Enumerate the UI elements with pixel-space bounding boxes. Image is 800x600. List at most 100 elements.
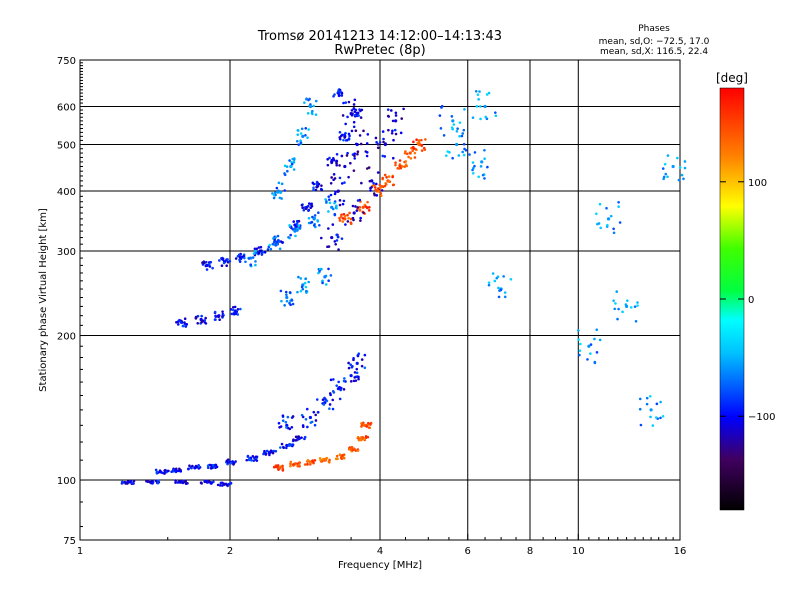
data-point [648,394,652,398]
data-point [458,121,462,124]
data-point [502,275,505,278]
data-point [494,111,497,114]
data-point [638,407,642,411]
data-point [327,210,330,213]
data-point [347,137,351,140]
data-point [290,425,294,429]
data-point [196,321,200,325]
data-point [216,483,220,487]
data-point [342,456,346,460]
data-point [285,443,289,448]
data-point [331,398,335,402]
data-point [662,177,665,181]
data-point [307,216,311,220]
data-point [291,415,295,418]
data-point [461,132,465,135]
data-point [649,415,652,419]
data-point [289,460,293,464]
data-point [245,458,249,462]
data-point [179,321,183,324]
data-point [333,192,337,196]
data-point [288,159,291,162]
data-point [197,465,201,468]
data-point [366,133,370,136]
data-point [350,129,354,133]
data-point [259,245,263,249]
data-point [288,427,292,431]
data-point [232,312,236,316]
data-point [338,219,342,222]
data-point [351,448,355,452]
data-point [306,459,310,462]
data-point [263,250,267,254]
data-point [211,463,215,467]
data-point [312,186,315,190]
data-point [352,218,355,222]
data-point [163,472,166,475]
data-point [301,424,305,427]
data-point [341,114,345,117]
data-point [606,223,609,227]
data-point [285,165,289,168]
data-point [481,173,485,177]
data-point [335,233,339,237]
data-point [438,114,442,117]
data-point [337,89,340,93]
data-point [312,224,316,227]
data-point [254,249,257,253]
data-point [377,190,381,193]
data-point [398,164,401,168]
data-point [353,113,357,117]
data-point [616,317,619,321]
data-point [649,408,653,412]
data-point [236,313,240,316]
data-point [204,322,208,325]
data-point [413,151,417,155]
data-point [252,252,256,255]
data-point [247,458,251,462]
data-point [347,366,351,370]
data-point [451,119,455,123]
data-point [300,413,304,417]
data-point [450,126,454,129]
data-point [680,173,684,177]
data-point [321,279,324,283]
data-point [279,446,282,449]
data-point [191,464,194,468]
data-point [654,416,658,419]
data-points [120,88,687,488]
data-point [291,302,295,306]
data-point [651,424,655,427]
data-point [439,127,443,130]
data-point [239,255,243,258]
data-point [411,149,414,153]
data-point [369,189,372,192]
data-point [347,175,350,179]
data-point [485,93,489,96]
data-point [304,289,308,293]
data-point [479,105,482,108]
data-point [280,442,284,446]
y-tick-label: 400 [57,187,76,198]
data-point [579,342,582,346]
data-point [340,91,344,95]
data-point [255,247,259,251]
data-point [471,116,475,119]
data-point [491,272,495,275]
data-point [396,166,400,170]
data-point [183,321,186,324]
data-point [612,231,616,235]
data-point [661,167,665,170]
data-point [294,462,298,465]
data-point [340,456,343,460]
data-point [327,198,331,201]
data-point [333,201,336,205]
data-point [226,258,229,261]
data-point [666,154,670,157]
data-point [203,261,206,265]
data-point [290,299,294,302]
data-point [595,328,599,331]
data-point [214,314,217,318]
data-point [301,206,304,210]
data-point [659,400,662,404]
